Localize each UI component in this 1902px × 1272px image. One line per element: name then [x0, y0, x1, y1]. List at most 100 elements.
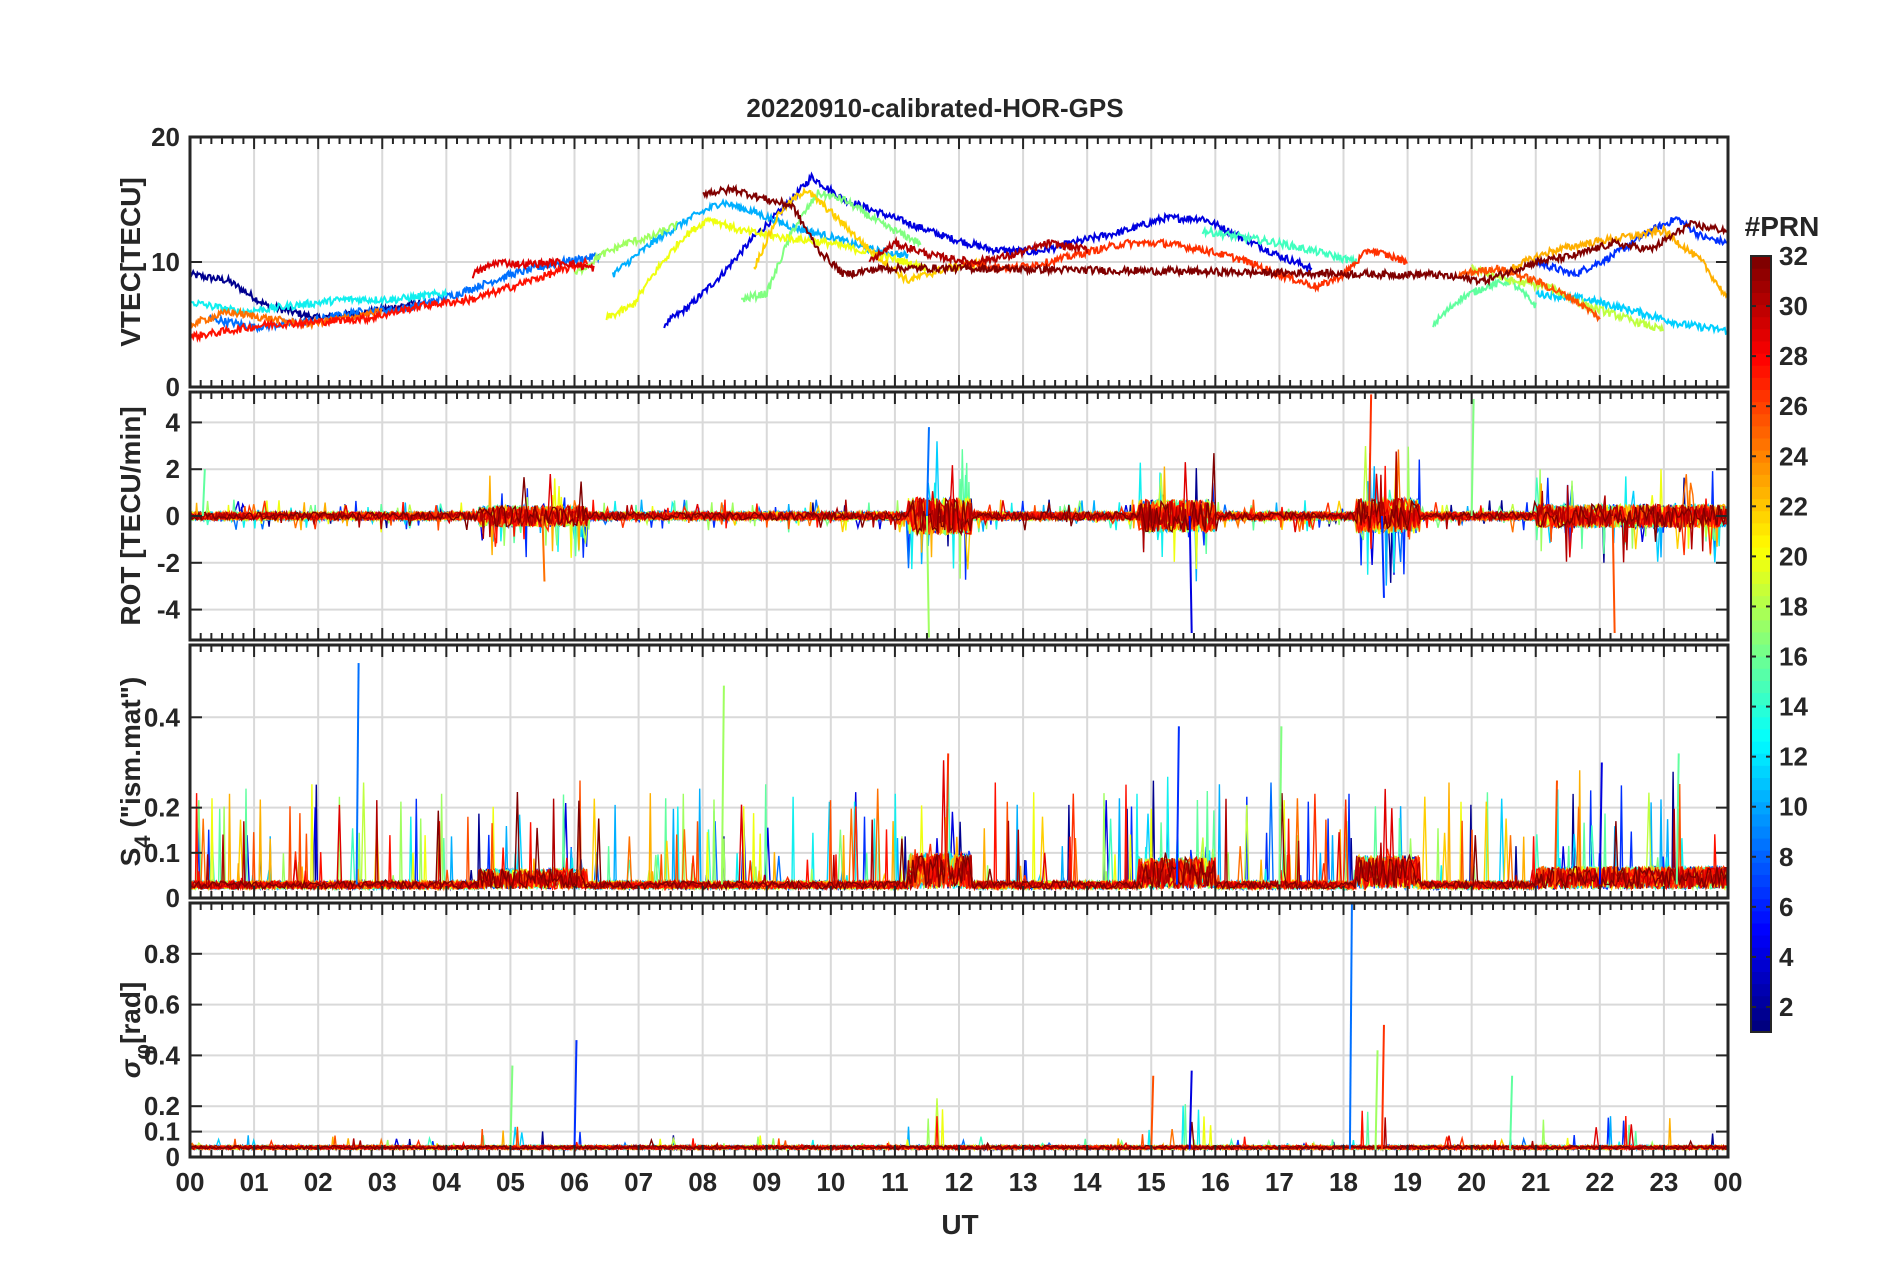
- series-peak: [1374, 1050, 1379, 1150]
- y-tick-label: 0.8: [144, 939, 180, 969]
- colorbar-swatch: [1751, 886, 1771, 900]
- colorbar-swatch: [1751, 838, 1771, 851]
- colorbar-title: #PRN: [1745, 211, 1820, 242]
- series-line-prn-18: [573, 220, 678, 277]
- series-peak: [925, 515, 930, 638]
- colorbar-swatch: [1751, 704, 1771, 718]
- x-tick-label: 23: [1649, 1167, 1678, 1197]
- colorbar-swatch: [1751, 947, 1771, 960]
- y-tick-label: 0: [166, 372, 180, 402]
- colorbar-swatch: [1751, 765, 1771, 778]
- colorbar-tick-label: 30: [1779, 291, 1808, 321]
- panel-ticks: [189, 392, 1729, 640]
- series-peak: [1368, 394, 1373, 517]
- y-axis-label-base: S: [115, 848, 146, 867]
- colorbar-swatch: [1751, 437, 1771, 451]
- series-peak: [1509, 1075, 1514, 1150]
- series-line-prn-27: [190, 256, 589, 343]
- colorbar-swatch: [1751, 631, 1771, 645]
- panel-ticks: [189, 136, 1729, 388]
- x-tick-label: 17: [1265, 1167, 1294, 1197]
- colorbar-swatch: [1751, 498, 1771, 512]
- x-tick-label: 07: [624, 1167, 653, 1197]
- series-peak: [201, 469, 206, 517]
- y-axis-label-rest: ("ism.mat"): [115, 677, 146, 836]
- colorbar-swatch: [1751, 801, 1771, 815]
- colorbar-swatch: [1751, 692, 1771, 706]
- y-tick-label: 0: [166, 501, 180, 531]
- series-peak: [573, 1040, 578, 1150]
- colorbar-tick-label: 14: [1779, 692, 1808, 722]
- colorbar-swatch: [1751, 486, 1771, 500]
- colorbar-swatch: [1751, 656, 1771, 669]
- x-tick-label: 16: [1201, 1167, 1230, 1197]
- colorbar-tick-label: 6: [1779, 892, 1793, 922]
- colorbar-swatch: [1751, 534, 1771, 548]
- colorbar-swatch: [1751, 256, 1771, 269]
- y-tick-label: 0.4: [144, 1040, 181, 1070]
- x-tick-label: 13: [1009, 1167, 1038, 1197]
- x-axis-label: UT: [941, 1209, 978, 1240]
- y-axis-label-subscript: φ: [130, 1044, 155, 1060]
- colorbar-swatch: [1751, 995, 1771, 1009]
- colorbar-swatch: [1751, 365, 1771, 378]
- colorbar-tick-label: 2: [1779, 992, 1793, 1022]
- x-tick-label: 19: [1393, 1167, 1422, 1197]
- colorbar-swatch: [1751, 401, 1771, 415]
- y-tick-label: 0: [166, 1142, 180, 1172]
- y-tick-label: 0.2: [144, 793, 180, 823]
- colorbar-swatch: [1751, 777, 1771, 791]
- colorbar-swatch: [1751, 595, 1771, 609]
- y-tick-label: 2: [166, 454, 180, 484]
- colorbar-swatch: [1751, 935, 1771, 948]
- x-tick-label: 09: [752, 1167, 781, 1197]
- series-line-prn-17: [741, 189, 922, 304]
- series-line-prn-2: [190, 268, 422, 324]
- colorbar-swatch: [1751, 389, 1771, 403]
- colorbar-swatch: [1751, 850, 1771, 863]
- x-tick-label: 21: [1521, 1167, 1550, 1197]
- colorbar-swatch: [1751, 813, 1771, 827]
- x-tick-label: 04: [432, 1167, 461, 1197]
- series-peak: [720, 685, 725, 885]
- colorbar-swatch: [1751, 922, 1771, 936]
- colorbar-swatch: [1751, 668, 1771, 681]
- colorbar-swatch: [1751, 753, 1771, 766]
- colorbar-swatch: [1751, 522, 1771, 536]
- x-tick-label: 10: [816, 1167, 845, 1197]
- colorbar-tick-label: 12: [1779, 742, 1808, 772]
- colorbar-swatch: [1751, 353, 1771, 366]
- series-line-prn-32: [702, 183, 1728, 287]
- colorbar-swatch: [1751, 741, 1771, 754]
- colorbar-swatch: [1751, 607, 1771, 621]
- colorbar-tick-label: 10: [1779, 792, 1808, 822]
- colorbar-swatch: [1751, 910, 1771, 924]
- series-line-prn-13: [190, 287, 448, 316]
- y-tick-label: 20: [151, 122, 180, 152]
- panel-rot: -4 -2 0 2 4 ROT [TECU/min]: [115, 390, 1730, 642]
- colorbar-tick-label: 18: [1779, 591, 1808, 621]
- x-tick-label: 03: [368, 1167, 397, 1197]
- series-line-prn-30: [868, 235, 1089, 267]
- series-peak: [509, 1065, 514, 1150]
- panel-plot-area: [190, 394, 1728, 638]
- series-peak: [1348, 903, 1353, 1150]
- series-peak: [1278, 726, 1283, 885]
- series-peak: [945, 753, 950, 885]
- colorbar-swatch: [1751, 340, 1771, 354]
- y-tick-label: 0.4: [144, 702, 181, 732]
- series-peak: [1553, 780, 1558, 885]
- x-tick-label: 05: [496, 1167, 525, 1197]
- y-axis-label-rot: ROT [TECU/min]: [115, 406, 146, 625]
- colorbar-swatch: [1751, 377, 1771, 390]
- colorbar-swatch: [1751, 510, 1771, 524]
- panel-ticks: [189, 903, 1729, 1158]
- colorbar-swatch: [1751, 474, 1771, 487]
- y-axis-label-sigma: σφ[rad]: [115, 982, 155, 1079]
- series-line-prn-32: [190, 791, 1728, 892]
- colorbar-swatch: [1751, 959, 1771, 972]
- colorbar-frame: [1750, 255, 1772, 1033]
- colorbar-tick-label: 28: [1779, 341, 1808, 371]
